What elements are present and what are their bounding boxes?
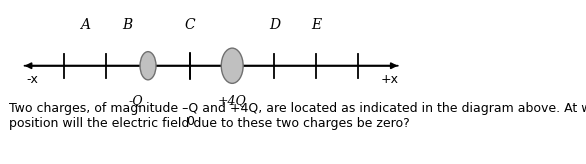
- Text: +x: +x: [381, 73, 399, 86]
- Text: C: C: [185, 18, 195, 32]
- Text: +4Q: +4Q: [218, 94, 247, 107]
- Text: -Q: -Q: [128, 94, 142, 107]
- Ellipse shape: [222, 48, 243, 83]
- Text: 0: 0: [186, 114, 194, 128]
- Text: Two charges, of magnitude –Q and +4Q, are located as indicated in the diagram ab: Two charges, of magnitude –Q and +4Q, ar…: [9, 102, 586, 130]
- Text: B: B: [122, 18, 132, 32]
- Text: D: D: [269, 18, 280, 32]
- Ellipse shape: [140, 52, 156, 80]
- Text: E: E: [311, 18, 322, 32]
- Text: -x: -x: [26, 73, 38, 86]
- Text: A: A: [80, 18, 90, 32]
